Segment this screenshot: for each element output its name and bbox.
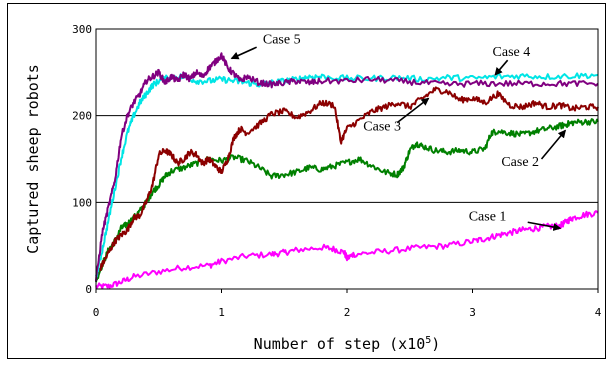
annotation-case-5: Case 5: [263, 33, 301, 48]
arrow-case-5: [230, 46, 257, 60]
arrow-case-1: [527, 221, 562, 231]
tick-labels: 0 100 200 300 0 1 2 3 4: [72, 23, 602, 319]
x-tick-label: 4: [595, 306, 602, 319]
series-group: [95, 52, 599, 290]
annotation-case-2: Case 2: [501, 155, 539, 170]
x-tick-label: 0: [93, 306, 100, 319]
annotation-case-1: Case 1: [469, 210, 507, 225]
arrow-case-3: [396, 97, 430, 124]
x-axis-title-sup: 5: [425, 335, 431, 346]
y-tick-label: 100: [72, 196, 92, 209]
series-line-case-4: [95, 72, 599, 278]
x-axis-title-main: Number of step (x10: [254, 335, 426, 353]
x-tick-label: 1: [218, 306, 225, 319]
y-axis-title: Captured sheep robots: [24, 64, 42, 254]
series-line-case-1: [95, 210, 599, 290]
annotations: Case 5 Case 4 Case 3 Case 2 Case 1: [230, 33, 567, 231]
x-tick-label: 2: [344, 306, 351, 319]
annotation-case-3: Case 3: [363, 119, 401, 134]
arrow-case-2: [540, 129, 567, 160]
arrow-case-4: [494, 59, 509, 76]
series-line-case-5: [95, 52, 599, 282]
annotation-case-4: Case 4: [493, 45, 531, 60]
y-tick-label: 200: [72, 110, 92, 123]
x-axis-title: Number of step (x105): [254, 335, 441, 353]
x-axis-title-close: ): [431, 335, 440, 353]
figure-border: [7, 3, 606, 359]
y-tick-label: 300: [72, 23, 92, 36]
x-tick-label: 3: [469, 306, 476, 319]
y-tick-label: 0: [85, 283, 92, 296]
series-line-case-3: [95, 86, 599, 276]
